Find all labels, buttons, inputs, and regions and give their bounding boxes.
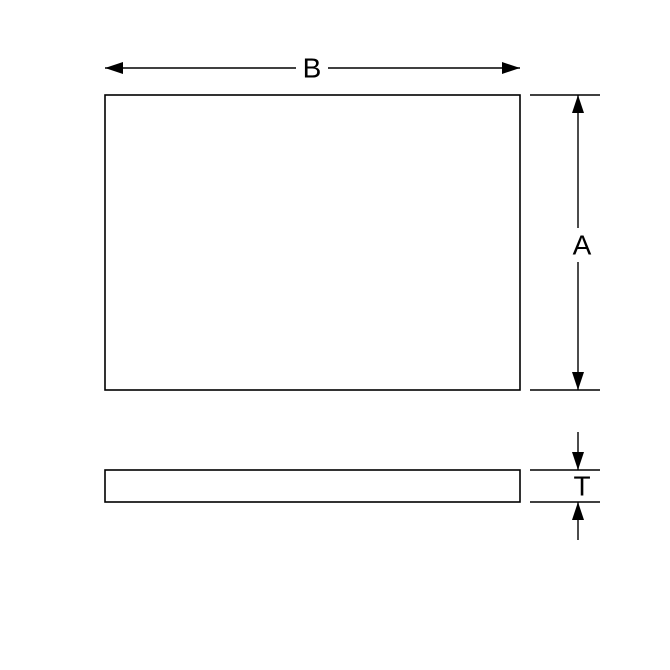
dimension-diagram: B A T [0,0,670,670]
dimension-T-label: T [573,471,590,502]
dimension-B-label: B [303,53,322,84]
dimension-A-label: A [573,230,592,261]
